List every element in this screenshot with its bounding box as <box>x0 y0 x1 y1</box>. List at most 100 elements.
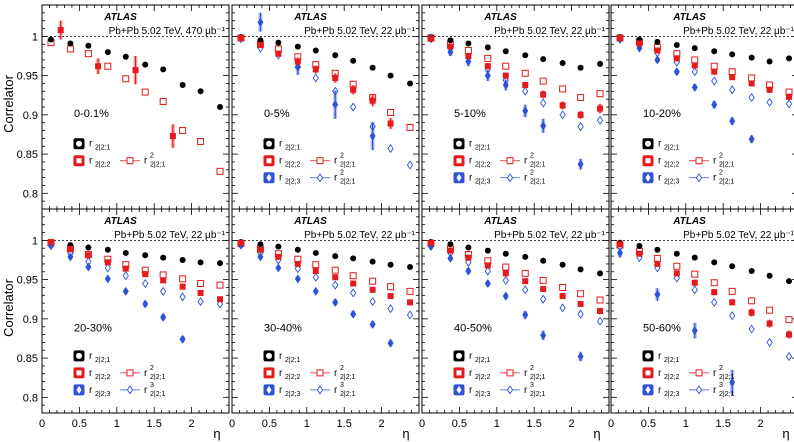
r1sq-point <box>122 75 130 83</box>
r1-point <box>540 257 547 264</box>
r1-point <box>484 44 491 51</box>
r3-point <box>369 319 376 329</box>
r2-point <box>160 277 167 284</box>
centrality-label: 0-5% <box>264 108 290 120</box>
r2-point <box>540 91 547 98</box>
r2-point <box>616 34 623 41</box>
x-tick-label: 1 <box>683 418 689 430</box>
r1sq-point <box>728 287 736 295</box>
r1cu-point <box>766 337 773 347</box>
centrality-label: 40-50% <box>454 322 492 334</box>
legend-r2-label: r 2|2;2 <box>279 368 301 381</box>
legend-r1sq-marker <box>126 157 134 165</box>
panels-group: 0.8 0.85 0.9 0.95 1 ATLAS Pb+Pb 5.02 TeV, 470 … <box>17 4 794 430</box>
r2-point <box>427 35 434 42</box>
legend-r2-label-sub: 2|2;2 <box>95 374 111 381</box>
r2-point <box>387 293 394 300</box>
centrality-label: 5-10% <box>454 108 486 120</box>
r2-point <box>559 102 566 109</box>
r1sq-point <box>539 77 547 85</box>
legend-r1sq-label: r 2|2;1 2 <box>144 365 166 381</box>
r2-point <box>67 246 74 253</box>
legend-r2-label-base: r <box>279 156 283 167</box>
r1cu-point <box>559 110 566 120</box>
atlas-label: ATLAS <box>672 12 706 23</box>
legend-r3-marker-core <box>266 385 272 394</box>
r1cu-point <box>332 280 339 290</box>
legend-r3-label-sub: 2|2;3 <box>95 391 111 398</box>
r1-point <box>577 64 584 71</box>
legend-r1cu-label: r 2|2;1 3 <box>713 382 735 398</box>
legend-r2-label-sub: 2|2;2 <box>285 374 301 381</box>
r1sq-point <box>387 108 395 116</box>
legend-r1sq-marker <box>506 157 514 165</box>
legend-r1cu-label: r 2|2;1 3 <box>524 382 546 398</box>
r2-point <box>142 271 149 278</box>
r2-point <box>179 283 186 290</box>
legend-r2-label-sub: 2|2;2 <box>475 374 491 381</box>
legend-r1-marker-dot <box>76 352 82 359</box>
centrality-label: 20-30% <box>74 322 112 334</box>
x-axis-label-2: η <box>402 426 409 441</box>
r1-point <box>387 261 394 268</box>
r1sq-point <box>369 277 377 285</box>
r1-point <box>104 49 111 56</box>
r1sq-point <box>596 296 604 304</box>
r3-point <box>294 274 301 284</box>
r3-point <box>502 80 509 90</box>
legend-r3-marker-core <box>645 385 651 394</box>
legend-r1cu-label: r 2|2;1 3 <box>144 382 166 398</box>
r1-point <box>312 249 319 256</box>
legend-r2-label-sub: 2|2;2 <box>664 162 680 169</box>
r1-point <box>85 244 92 251</box>
r1cu-point <box>673 273 680 283</box>
atlas-label: ATLAS <box>293 216 327 227</box>
y-axis-label-bottom: Correlator <box>1 278 16 336</box>
r1cu-point <box>522 86 529 96</box>
r1-point <box>257 37 264 44</box>
r1cu-point <box>577 122 584 132</box>
r3-point <box>729 377 736 387</box>
r3-point <box>654 290 661 300</box>
r2-point <box>275 50 282 57</box>
r2-point <box>673 270 680 277</box>
r1-point <box>122 53 129 60</box>
r2-point <box>577 111 584 118</box>
legend-r1sq-marker <box>506 369 514 377</box>
centrality-label: 50-60% <box>643 322 681 334</box>
legend-r1cu-label: r 2|2;1 2 <box>524 170 546 186</box>
legend-r1sq-label-base: r <box>144 368 148 379</box>
legend-r1sq-label-sub: 2|2;1 <box>530 162 546 169</box>
legend-r2-label-sub: 2|2;2 <box>475 162 491 169</box>
r1sq-point <box>748 74 756 82</box>
centrality-label: 0-0.1% <box>74 108 109 120</box>
legend-r1sq-label-sup: 2 <box>340 153 344 160</box>
legend-r1sq-label-base: r <box>524 368 528 379</box>
r2-point <box>616 241 623 248</box>
legend-r3-marker-core <box>456 385 462 394</box>
r1sq-point <box>748 297 756 305</box>
x-tick-label: 0 <box>39 418 45 430</box>
atlas-label: ATLAS <box>103 216 137 227</box>
r1cu-point <box>350 288 357 298</box>
legend-r1-label-sub: 2|2;1 <box>664 145 680 152</box>
r2-point <box>786 93 793 100</box>
x-axis-label-3: η <box>593 426 600 441</box>
x-tick-label: 0 <box>229 418 235 430</box>
r1-point <box>275 243 282 250</box>
dataset-info: Pb+Pb 5.02 TeV, 22 μb⁻¹ <box>494 230 606 241</box>
legend-r1-label: r 2|2;1 <box>469 351 491 364</box>
r3-point <box>502 291 509 301</box>
r1sq-point <box>691 56 699 64</box>
r2-point <box>502 72 509 79</box>
r1-point <box>711 48 718 55</box>
legend-r2-label-sub: 2|2;2 <box>664 374 680 381</box>
x-tick-label: 1.5 <box>716 418 731 430</box>
legend-r1cu-label-sup: 3 <box>530 382 534 389</box>
r2-point <box>729 299 736 306</box>
x-tick-label: 2 <box>569 418 575 430</box>
legend-r3-label: r 2|2;3 <box>658 173 680 186</box>
r1-point <box>766 58 773 65</box>
x-tick-label: 1.5 <box>527 418 542 430</box>
legend-r1sq-label-sub: 2|2;1 <box>150 374 166 381</box>
